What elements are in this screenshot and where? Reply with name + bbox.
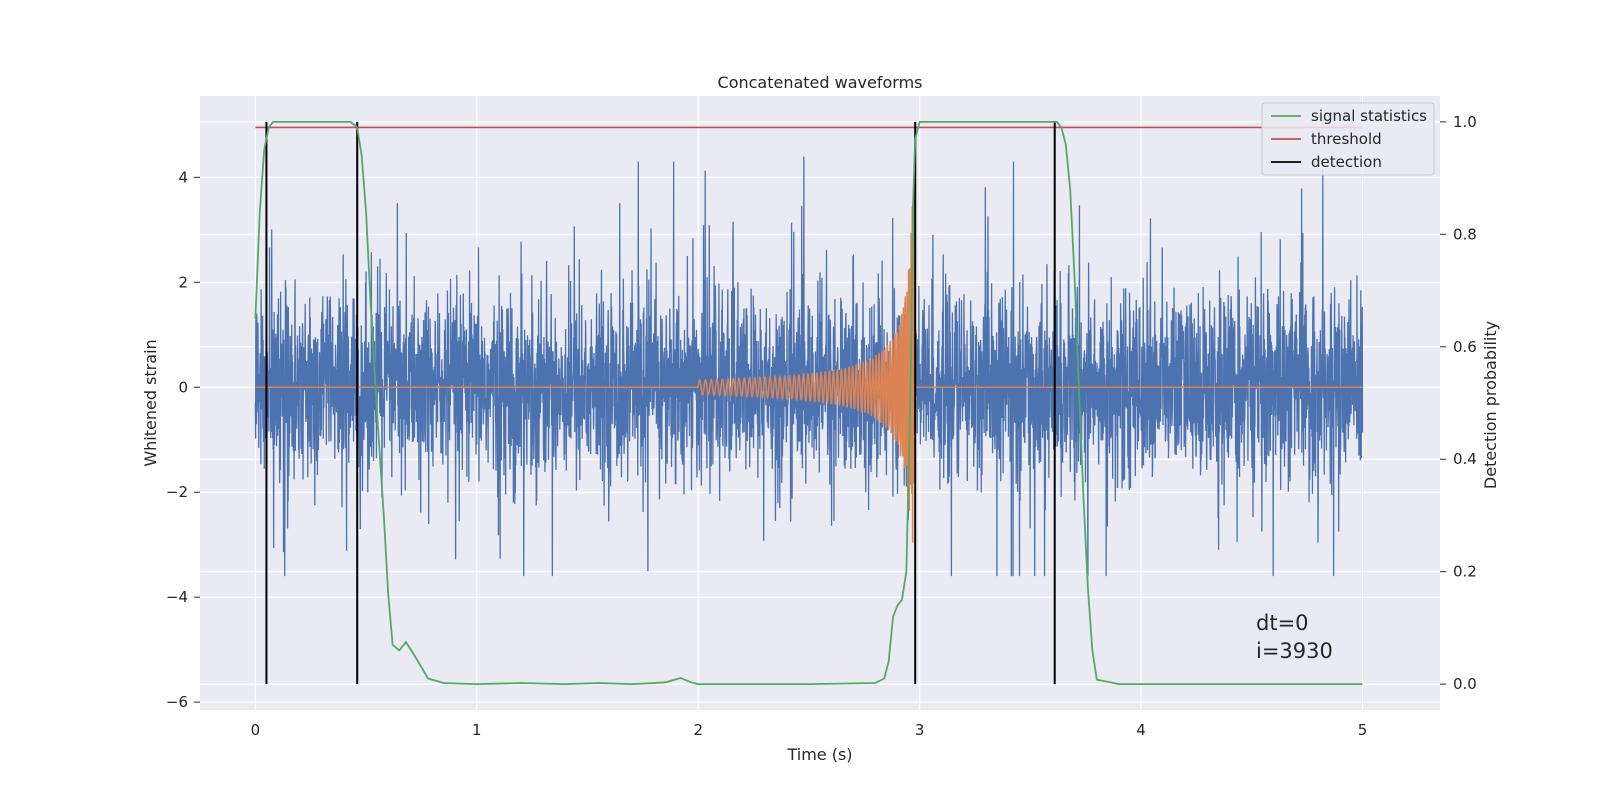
template-series <box>255 181 1363 543</box>
legend-box <box>1261 102 1435 176</box>
template-line <box>255 181 1363 543</box>
annotation-dt: dt=0 <box>1256 611 1309 635</box>
y-axis-label-right: Detection probability <box>1481 321 1500 489</box>
legend-label-threshold: threshold <box>1311 130 1382 148</box>
chart-title: Concatenated waveforms <box>718 73 923 92</box>
x-tick-label: 1 <box>472 721 482 739</box>
legend-label-signal-statistics: signal statistics <box>1311 107 1427 125</box>
ticks: 0 1 2 3 4 5 −6 −4 −2 0 2 4 0.0 0.2 0.4 0.6 0.8 1.0 <box>166 113 1477 739</box>
annotation-i: i=3930 <box>1256 639 1333 663</box>
y-tick-label-right: 0.0 <box>1453 675 1477 693</box>
y-axis-label-left: Whitened strain <box>141 339 160 466</box>
y-tick-label-right: 0.8 <box>1453 225 1477 243</box>
x-tick-label: 3 <box>915 721 925 739</box>
y-tick-label-left: 4 <box>178 168 188 186</box>
overlay-series <box>254 120 1363 686</box>
y-tick-label-left: −6 <box>166 693 188 711</box>
y-tick-label-left: −4 <box>166 588 188 606</box>
y-tick-label-left: −2 <box>166 483 188 501</box>
y-tick-label-right: 0.2 <box>1453 563 1477 581</box>
strain-series <box>254 156 1364 577</box>
y-tick-label-left: 0 <box>178 378 188 396</box>
y-tick-label-right: 0.6 <box>1453 338 1477 356</box>
y-tick-label-right: 1.0 <box>1453 113 1477 131</box>
x-tick-label: 4 <box>1136 721 1146 739</box>
y-tick-label-left: 2 <box>178 273 188 291</box>
legend: signal statistics threshold detection <box>1261 102 1435 176</box>
x-tick-label: 5 <box>1358 721 1368 739</box>
y-tick-label-right: 0.4 <box>1453 450 1477 468</box>
x-tick-label: 2 <box>693 721 703 739</box>
strain-line <box>254 156 1364 577</box>
signal-statistics-line <box>254 120 1363 686</box>
plot-area <box>254 120 1364 686</box>
x-axis-label: Time (s) <box>786 745 852 764</box>
x-tick-label: 0 <box>251 721 261 739</box>
legend-label-detection: detection <box>1311 153 1382 171</box>
